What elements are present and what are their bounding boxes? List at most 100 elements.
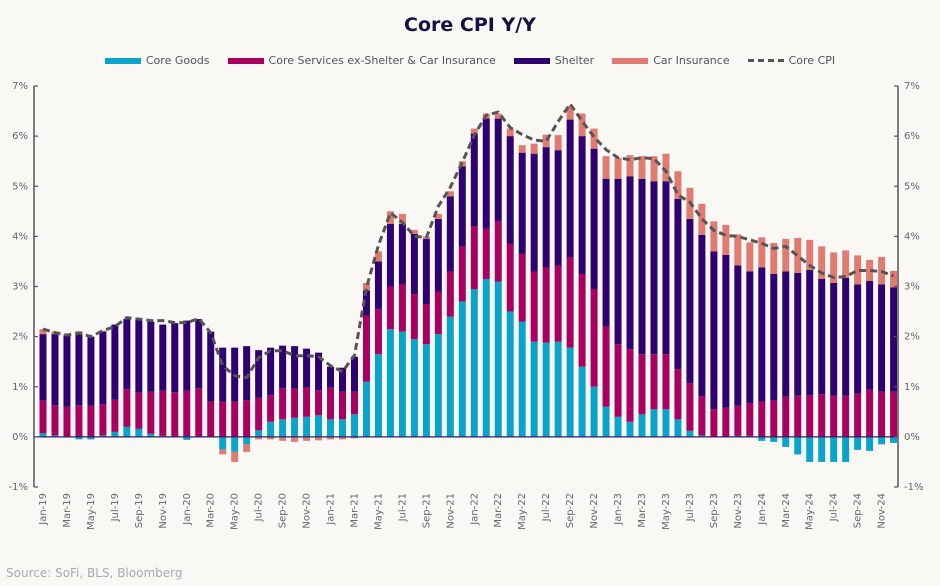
bar-car-insurance [758, 237, 766, 268]
y-tick-label-left: 3% [12, 282, 28, 293]
bar-core-services-ex-shelter-car-insurance [674, 369, 682, 420]
bar-car-insurance [722, 224, 730, 255]
bar-core-goods [446, 316, 454, 437]
bar-core-services-ex-shelter-car-insurance [698, 396, 706, 436]
bar-shelter [362, 290, 370, 316]
bar-shelter [482, 118, 490, 229]
bar-shelter [854, 284, 862, 394]
bar-core-services-ex-shelter-car-insurance [99, 404, 107, 436]
x-tick-label: Mar-22 [493, 493, 504, 528]
bar-core-services-ex-shelter-car-insurance [566, 257, 574, 348]
bar-shelter [470, 133, 478, 227]
bar-core-services-ex-shelter-car-insurance [135, 392, 143, 429]
bar-core-services-ex-shelter-car-insurance [746, 403, 754, 436]
bar-car-insurance [39, 329, 47, 335]
core-cpi-line-group [42, 102, 895, 380]
x-tick-label: Sep-22 [565, 493, 576, 528]
bar-core-goods [111, 431, 119, 437]
x-tick-label: May-24 [805, 493, 816, 530]
bar-core-goods [39, 433, 47, 437]
bar-car-insurance [818, 246, 826, 279]
bar-car-insurance [303, 436, 311, 441]
bar-car-insurance [662, 153, 670, 182]
bar-core-goods [482, 278, 490, 437]
bar-core-goods [566, 347, 574, 437]
bar-core-goods [842, 436, 850, 462]
x-tick-label: Nov-24 [877, 493, 888, 529]
bar-core-goods [494, 281, 502, 437]
bar-core-goods [458, 301, 466, 437]
bar-shelter [674, 198, 682, 370]
bar-car-insurance [674, 171, 682, 199]
bar-core-services-ex-shelter-car-insurance [734, 405, 742, 436]
bar-core-services-ex-shelter-car-insurance [398, 283, 406, 332]
bar-core-services-ex-shelter-car-insurance [63, 406, 71, 437]
bar-shelter [207, 331, 215, 402]
x-tick-label: Jan-19 [38, 493, 49, 526]
bar-shelter [614, 178, 622, 345]
bar-car-insurance [243, 444, 251, 452]
bar-shelter [890, 287, 898, 392]
bar-shelter [350, 356, 358, 392]
bar-core-goods [374, 354, 382, 437]
bar-core-services-ex-shelter-car-insurance [255, 397, 263, 431]
bar-core-goods [518, 321, 526, 437]
bar-core-goods [650, 409, 658, 437]
bar-shelter [123, 319, 131, 390]
bar-shelter [566, 119, 574, 258]
bar-core-services-ex-shelter-car-insurance [854, 393, 862, 437]
x-tick-label: Jan-20 [182, 493, 193, 526]
bar-car-insurance [794, 237, 802, 273]
legend-swatch-core-goods [104, 57, 141, 64]
bar-car-insurance [602, 156, 610, 179]
bar-core-goods [530, 341, 538, 437]
x-tick-label: May-19 [86, 493, 97, 530]
bar-shelter [746, 271, 754, 404]
bar-core-goods [327, 419, 335, 437]
bar-core-services-ex-shelter-car-insurance [722, 407, 730, 437]
bar-car-insurance [434, 213, 442, 219]
x-tick-label: Nov-19 [158, 493, 169, 529]
bar-core-goods [602, 406, 610, 437]
bar-car-insurance [231, 451, 239, 462]
bar-car-insurance [255, 436, 263, 440]
bar-car-insurance [590, 128, 598, 149]
bar-core-goods [135, 428, 143, 437]
bar-core-services-ex-shelter-car-insurance [518, 253, 526, 322]
bar-core-goods [542, 342, 550, 437]
bar-core-services-ex-shelter-car-insurance [51, 405, 59, 436]
y-tick-label-right: 3% [904, 282, 920, 293]
bar-shelter [590, 148, 598, 290]
bar-core-goods [506, 311, 514, 437]
bar-core-services-ex-shelter-car-insurance [75, 405, 83, 437]
x-tick-label: Nov-23 [733, 493, 744, 529]
bar-core-services-ex-shelter-car-insurance [87, 405, 95, 437]
bar-core-goods [782, 436, 790, 447]
x-tick-label: Nov-20 [302, 493, 313, 529]
bar-car-insurance [99, 330, 107, 332]
bar-shelter [458, 166, 466, 247]
bar-core-services-ex-shelter-car-insurance [291, 388, 299, 418]
bar-core-goods [243, 436, 251, 445]
bar-car-insurance [446, 191, 454, 197]
bar-car-insurance [710, 221, 718, 252]
bar-core-services-ex-shelter-car-insurance [386, 286, 394, 330]
bar-car-insurance [542, 134, 550, 148]
bar-core-goods [830, 436, 838, 462]
bar-car-insurance [374, 251, 382, 262]
x-tick-label: Mar-19 [62, 493, 73, 528]
bar-shelter [147, 321, 155, 392]
bar-core-goods [770, 436, 778, 442]
bar-core-goods [291, 417, 299, 437]
y-tick-label-right: 2% [904, 332, 920, 343]
y-tick-label-left: 5% [12, 181, 28, 192]
bar-car-insurance [806, 239, 814, 270]
legend-item-core-services: Core Services ex-Shelter & Car Insurance [227, 54, 496, 67]
bar-core-services-ex-shelter-car-insurance [195, 388, 203, 437]
legend-label-core-cpi: Core CPI [788, 54, 836, 67]
x-tick-label: Sep-20 [278, 493, 289, 528]
bar-core-goods [854, 436, 862, 450]
core-cpi-line [42, 102, 895, 380]
bar-shelter [530, 153, 538, 272]
bar-car-insurance [890, 270, 898, 288]
